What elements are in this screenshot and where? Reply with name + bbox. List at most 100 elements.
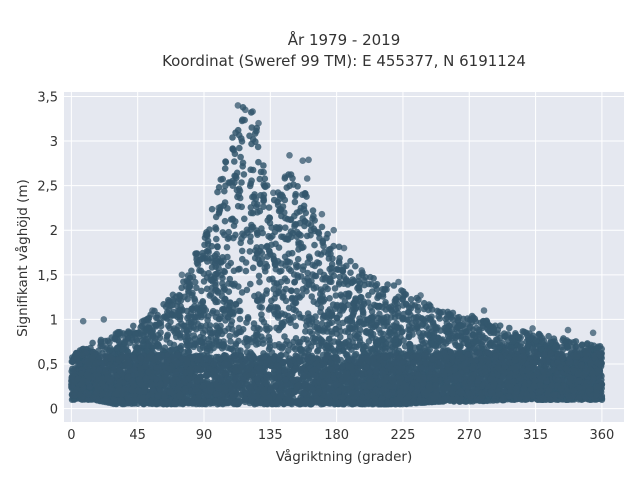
data-point — [290, 314, 297, 321]
data-point — [400, 310, 408, 318]
data-point — [293, 228, 301, 236]
data-point — [412, 325, 419, 333]
data-point — [391, 297, 399, 305]
data-point — [213, 235, 220, 243]
data-point — [247, 180, 254, 187]
data-point — [387, 314, 395, 321]
data-point — [160, 301, 167, 308]
data-point — [281, 253, 289, 261]
data-point — [454, 316, 462, 324]
data-point — [283, 277, 291, 285]
data-point — [208, 205, 216, 213]
data-point — [304, 310, 312, 317]
data-point — [212, 213, 220, 221]
data-point — [227, 321, 235, 329]
data-point — [384, 281, 391, 288]
data-point — [333, 314, 341, 322]
data-point — [167, 318, 174, 326]
data-point — [278, 233, 285, 240]
data-point — [304, 220, 312, 227]
data-point — [221, 165, 229, 172]
data-point — [305, 253, 313, 260]
data-point — [306, 328, 314, 335]
data-point — [301, 191, 309, 198]
data-point — [235, 307, 242, 315]
data-point — [260, 162, 267, 169]
data-point — [208, 309, 216, 317]
data-point — [239, 326, 247, 333]
data-point — [197, 300, 204, 308]
data-point — [144, 316, 152, 324]
data-point — [222, 182, 229, 190]
data-point — [407, 341, 414, 349]
data-point — [281, 341, 289, 348]
data-point — [337, 327, 344, 335]
data-point — [218, 271, 225, 279]
data-point — [350, 304, 357, 312]
data-point — [292, 322, 300, 330]
data-point — [475, 331, 483, 339]
data-point — [236, 315, 244, 323]
data-point — [317, 308, 324, 316]
data-point — [232, 331, 239, 338]
data-point — [265, 204, 273, 211]
data-point — [248, 124, 256, 131]
data-point — [326, 275, 334, 283]
data-point — [144, 324, 152, 332]
data-point — [251, 254, 259, 262]
data-point — [390, 282, 398, 289]
data-point — [336, 348, 343, 355]
data-point — [281, 196, 289, 204]
data-point — [213, 257, 220, 264]
data-point — [212, 224, 219, 231]
data-point — [256, 325, 264, 333]
data-point — [336, 254, 343, 262]
data-point — [291, 278, 299, 286]
data-point — [308, 293, 316, 300]
data-point — [289, 175, 296, 182]
data-point — [260, 191, 268, 199]
data-point — [329, 255, 336, 262]
data-point — [347, 269, 354, 277]
data-point — [226, 275, 234, 283]
data-point — [394, 309, 402, 317]
data-point — [295, 239, 302, 246]
data-point — [319, 239, 327, 246]
data-point — [420, 299, 428, 307]
data-point — [472, 338, 480, 345]
data-point — [472, 318, 480, 325]
data-point — [170, 341, 178, 349]
data-point — [173, 326, 180, 334]
data-point — [261, 175, 269, 182]
data-point — [324, 321, 331, 329]
data-point — [340, 264, 347, 271]
data-point — [188, 313, 196, 321]
data-point — [130, 322, 137, 330]
data-point — [175, 291, 183, 299]
data-point — [266, 337, 273, 344]
data-point — [279, 294, 287, 301]
data-point — [184, 295, 191, 303]
data-point — [242, 267, 250, 275]
data-point — [247, 226, 254, 233]
data-point — [225, 288, 233, 296]
data-point — [250, 320, 258, 327]
data-point — [348, 346, 355, 354]
data-point — [368, 319, 375, 327]
data-point — [317, 251, 325, 258]
data-point — [277, 260, 285, 267]
data-point — [340, 303, 348, 311]
data-point — [255, 291, 262, 298]
data-point — [324, 311, 332, 318]
data-point — [189, 273, 197, 281]
data-point — [176, 344, 184, 352]
data-point — [155, 342, 163, 350]
data-point — [292, 190, 300, 198]
data-point — [504, 336, 512, 344]
data-point — [258, 249, 266, 257]
data-point — [284, 236, 292, 243]
data-point — [200, 270, 208, 278]
data-point — [288, 249, 296, 257]
data-point — [272, 261, 279, 269]
data-point — [260, 197, 267, 205]
